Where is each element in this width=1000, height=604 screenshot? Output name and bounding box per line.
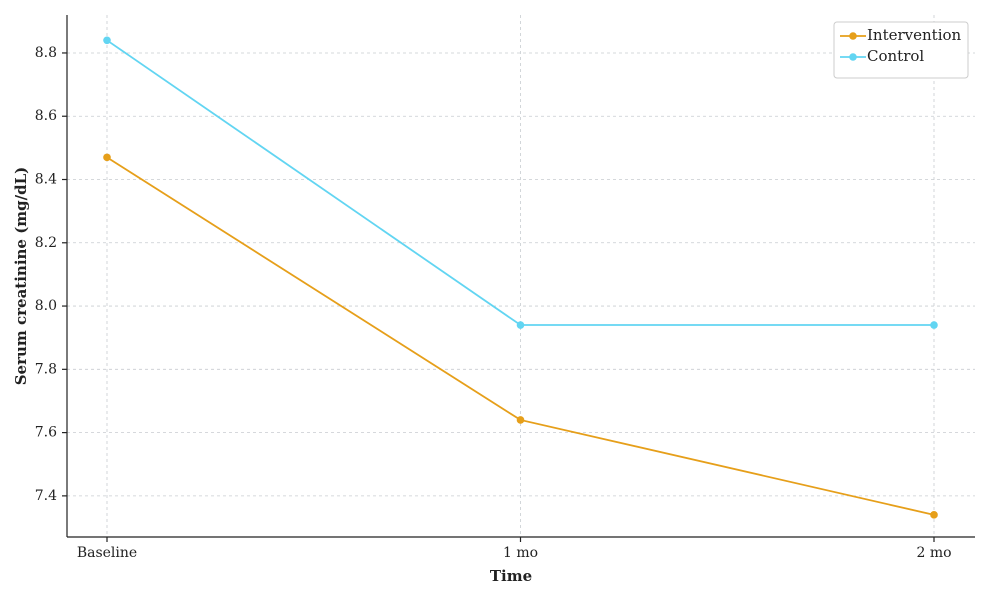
x-tick-label: Baseline	[77, 545, 137, 561]
legend-box	[833, 21, 969, 79]
legend-marker	[849, 32, 857, 40]
y-tick-label: 7.8	[35, 361, 57, 377]
y-tick-label: 8.4	[35, 172, 57, 188]
legend-marker	[849, 53, 857, 61]
y-tick-label: 8.6	[35, 108, 57, 124]
point	[930, 321, 938, 329]
y-tick-label: 8.2	[35, 235, 57, 251]
point	[103, 36, 111, 45]
point	[516, 321, 525, 329]
y-axis-label: Serum creatinine (mg/dL)	[12, 167, 30, 386]
y-tick-label: 8.0	[35, 298, 57, 314]
y-tick-label: 7.4	[35, 488, 57, 504]
y-tick-label: 8.8	[35, 45, 57, 61]
point	[516, 416, 525, 424]
x-axis-label: Time	[490, 567, 532, 585]
legend-label: Control	[867, 47, 924, 65]
point	[103, 153, 111, 162]
x-tick-label: 2 mo	[916, 545, 951, 561]
y-tick-label: 7.6	[35, 425, 57, 441]
legend-label: Intervention	[867, 26, 962, 44]
point	[930, 511, 938, 519]
x-tick-label: 1 mo	[503, 545, 538, 561]
